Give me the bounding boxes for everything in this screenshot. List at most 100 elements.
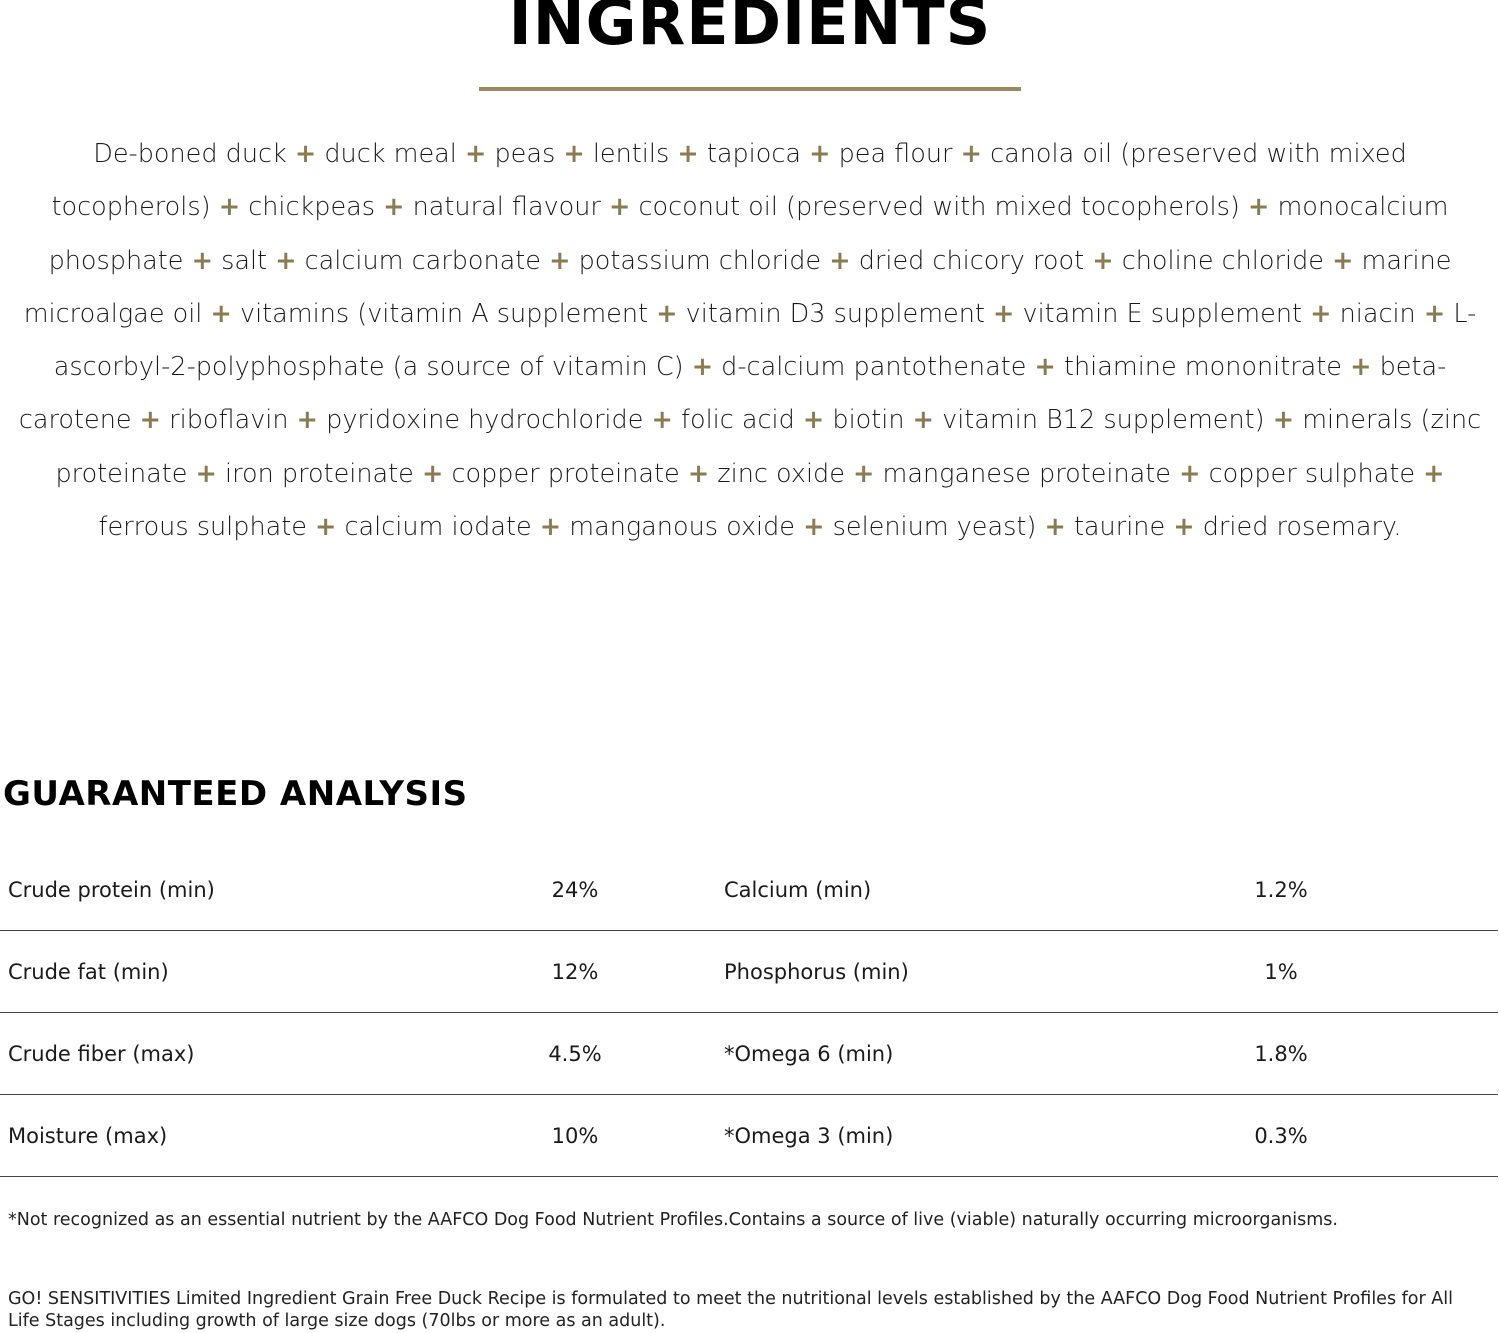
ingredient: thiamine mononitrate (1064, 352, 1342, 383)
plus-separator: + (853, 458, 875, 489)
plus-separator: + (656, 298, 678, 329)
ingredient: copper sulphate (1208, 458, 1416, 489)
ingredient: pyridoxine hydrochloride (326, 405, 644, 436)
nutrient-value: 1.2% (1174, 850, 1498, 931)
ingredient: d-calcium pantothenate (721, 352, 1027, 383)
nutrient-label: Phosphorus (min) (718, 930, 1174, 1013)
ingredient: dried rosemary. (1202, 512, 1402, 543)
ingredient: choline chloride (1121, 245, 1324, 276)
ingredient: duck meal (324, 139, 457, 169)
plus-separator: + (315, 512, 337, 543)
ingredient: copper proteinate (451, 458, 680, 489)
nutrient-label: Moisture (max) (0, 1094, 500, 1177)
ingredient: natural flavour (412, 192, 601, 223)
analysis-row: Crude fiber (max) 4.5% *Omega 6 (min) 1.8% (0, 1012, 1498, 1095)
spacer (650, 1012, 718, 1095)
ingredient: folic acid (681, 405, 795, 436)
ingredient: zinc oxide (717, 458, 845, 489)
nutrient-value: 24% (500, 850, 650, 931)
ingredient: biotin (832, 405, 905, 436)
ingredient: beta-carotene (18, 352, 1447, 436)
ingredient: vitamin D3 supplement (685, 298, 985, 329)
nutrient-value: 10% (500, 1094, 650, 1177)
plus-separator: + (1423, 458, 1445, 489)
plus-separator: + (1179, 458, 1201, 489)
ingredient: dried chicory root (858, 245, 1085, 276)
ingredient: coconut oil (preserved with mixed tocoph… (638, 192, 1240, 223)
ingredient: taurine (1073, 512, 1166, 543)
nutrient-label: Calcium (min) (718, 850, 1174, 931)
ingredient: manganous oxide (569, 512, 795, 543)
plus-separator: + (1423, 298, 1446, 329)
ingredient: salt (221, 245, 268, 276)
nutrient-value: 12% (500, 930, 650, 1013)
guaranteed-analysis-title: GUARANTEED ANALYSIS (3, 774, 468, 814)
plus-separator: + (210, 298, 232, 329)
footnote: *Not recognized as an essential nutrient… (8, 1210, 1338, 1230)
plus-separator: + (687, 458, 710, 489)
plus-separator: + (1173, 512, 1195, 543)
plus-separator: + (191, 245, 213, 276)
ingredient: L-ascorbyl-2-polyphosphate (a source of … (53, 298, 1477, 383)
plus-separator: + (1332, 245, 1354, 276)
plus-separator: + (549, 245, 571, 276)
analysis-row: Moisture (max) 10% *Omega 3 (min) 0.3% (0, 1094, 1498, 1177)
spacer (650, 930, 718, 1013)
plus-separator: + (677, 139, 699, 169)
ingredient: ferrous sulphate (98, 512, 307, 543)
plus-separator: + (464, 139, 487, 169)
plus-separator: + (1272, 405, 1295, 436)
ingredient: vitamin E supplement (1022, 298, 1302, 329)
ingredient: manganese proteinate (882, 458, 1171, 489)
ingredient: chickpeas (248, 192, 376, 223)
plus-separator: + (563, 139, 585, 169)
title-divider (479, 87, 1021, 91)
plus-separator: + (1034, 352, 1056, 383)
plus-separator: + (195, 458, 217, 489)
nutrient-label: Crude protein (min) (0, 850, 500, 931)
plus-separator: + (960, 139, 982, 169)
ingredient: calcium iodate (344, 512, 532, 543)
ingredient: niacin (1339, 298, 1416, 329)
guaranteed-analysis-table: Crude protein (min) 24% Calcium (min) 1.2% C… (0, 850, 1498, 1177)
plus-separator: + (993, 298, 1015, 329)
ingredient: canola oil (preserved with mixed tocophe… (51, 139, 1407, 223)
plus-separator: + (1044, 512, 1066, 543)
plus-separator: + (294, 139, 317, 169)
plus-separator: + (803, 512, 825, 543)
plus-separator: + (383, 192, 405, 223)
ingredient: pea flour (838, 139, 953, 169)
plus-separator: + (829, 245, 851, 276)
nutrient-label: Crude fat (min) (0, 930, 500, 1013)
plus-separator: + (802, 405, 825, 436)
ingredients-title: INGREDIENTS (508, 0, 992, 59)
plus-separator: + (275, 245, 297, 276)
ingredient: monocalcium phosphate (48, 192, 1449, 276)
ingredient: tapioca (706, 139, 801, 169)
nutrient-value: 4.5% (500, 1012, 650, 1095)
ingredient: calcium carbonate (304, 245, 541, 276)
plus-separator: + (296, 405, 319, 436)
plus-separator: + (609, 192, 631, 223)
plus-separator: + (1247, 192, 1270, 223)
plus-separator: + (421, 458, 444, 489)
ingredient: lentils (592, 139, 670, 169)
plus-separator: + (809, 139, 831, 169)
analysis-row: Crude fat (min) 12% Phosphorus (min) 1% (0, 930, 1498, 1013)
nutrient-label: Crude fiber (max) (0, 1012, 500, 1095)
ingredient: iron proteinate (225, 458, 414, 489)
ingredient: vitamins (vitamin A supplement (239, 298, 649, 329)
plus-separator: + (139, 405, 162, 436)
plus-separator: + (218, 192, 241, 223)
plus-separator: + (912, 405, 934, 436)
ingredient: selenium yeast) (832, 512, 1037, 543)
ingredient: potassium chloride (578, 245, 822, 276)
nutrient-label: *Omega 3 (min) (718, 1094, 1174, 1177)
plus-separator: + (691, 352, 714, 383)
plus-separator: + (539, 512, 562, 543)
ingredient: peas (494, 139, 556, 169)
ingredient: marine microalgae oil (23, 245, 1452, 329)
nutrient-value: 1.8% (1174, 1012, 1498, 1095)
aafco-statement: GO! SENSITIVITIES Limited Ingredient Gra… (8, 1289, 1453, 1331)
spacer (650, 850, 718, 931)
